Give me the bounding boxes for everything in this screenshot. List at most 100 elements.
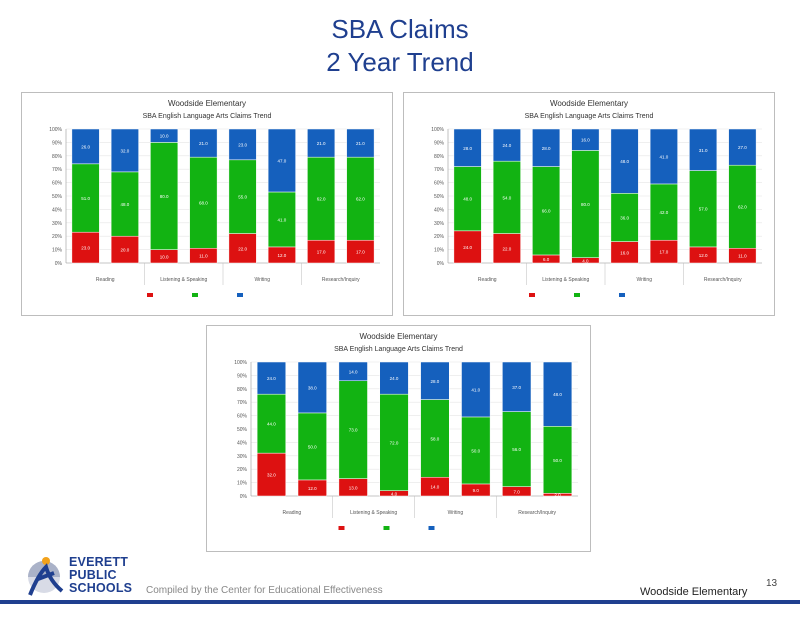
bar-value-label: 44.0 <box>267 422 276 427</box>
bar-value-label: 17.0 <box>317 250 326 255</box>
x-group-label: Reading <box>283 510 302 516</box>
ela-claims-chart-1: Woodside Elementary SBA English Language … <box>21 92 393 316</box>
bar-segment <box>461 361 491 418</box>
x-group-label: Writing <box>255 277 271 283</box>
bar-value-label: 80.0 <box>160 194 169 199</box>
bar-value-label: 57.0 <box>699 207 708 212</box>
bar-value-label: 23.0 <box>238 142 247 147</box>
chart-subtitle: SBA English Language Arts Claims Trend <box>143 113 272 120</box>
legend-swatch <box>529 293 535 297</box>
bar-segment <box>297 412 327 481</box>
page-number: 13 <box>766 578 778 589</box>
y-tick-label: 20% <box>434 234 445 240</box>
y-tick-label: 0% <box>240 494 248 500</box>
chart-svg-1: Woodside Elementary SBA English Language … <box>49 99 380 297</box>
y-tick-label: 100% <box>431 127 444 133</box>
bar-value-label: 21.0 <box>317 141 326 146</box>
bar-segment <box>307 128 336 158</box>
y-tick-label: 20% <box>237 467 248 473</box>
bar-value-label: 24.0 <box>463 245 472 250</box>
bar-value-label: 22.0 <box>502 246 511 251</box>
legend-swatch <box>147 293 153 297</box>
bar-value-label: 12.0 <box>308 486 317 491</box>
x-group-label: Listening & Speaking <box>542 277 589 283</box>
bar-value-label: 12.0 <box>277 253 286 258</box>
bar-segment <box>543 426 573 494</box>
bar-value-label: 54.0 <box>502 195 511 200</box>
bar-value-label: 10.0 <box>160 254 169 259</box>
y-tick-label: 90% <box>237 373 248 379</box>
logo-line-1: EVERETT <box>69 555 129 569</box>
bar-segment <box>71 231 100 264</box>
x-group-label: Listening & Speaking <box>350 510 397 516</box>
legend-swatch <box>574 293 580 297</box>
chart-subtitle: SBA English Language Arts Claims Trend <box>334 346 463 353</box>
bar-value-label: 20.0 <box>120 248 129 253</box>
y-tick-label: 70% <box>52 167 63 173</box>
bar-value-label: 7.0 <box>514 489 521 494</box>
bar-segment <box>110 235 139 264</box>
y-tick-label: 60% <box>237 414 248 420</box>
bar-value-label: 28.0 <box>431 379 440 384</box>
bar-segment <box>610 128 639 194</box>
y-tick-label: 60% <box>434 181 445 187</box>
y-tick-label: 50% <box>434 194 445 200</box>
bar-segment <box>728 128 757 166</box>
y-tick-label: 100% <box>49 127 62 133</box>
bar-segment <box>228 128 257 161</box>
x-group-label: Reading <box>96 277 115 283</box>
bar-segment <box>189 128 218 158</box>
bar-value-label: 37.0 <box>512 385 521 390</box>
bar-value-label: 62.0 <box>738 205 747 210</box>
y-tick-label: 90% <box>434 140 445 146</box>
y-tick-label: 40% <box>434 207 445 213</box>
bar-value-label: 10.0 <box>160 134 169 139</box>
bar-value-label: 11.0 <box>738 254 747 259</box>
x-group-label: Research/Inquiry <box>322 277 360 283</box>
bar-segment <box>307 156 336 241</box>
bar-segment <box>543 361 573 427</box>
y-tick-label: 50% <box>52 194 63 200</box>
bar-segment <box>338 361 368 382</box>
bar-value-label: 55.0 <box>238 195 247 200</box>
bar-value-label: 22.0 <box>238 246 247 251</box>
chart-title: Woodside Elementary <box>168 99 246 108</box>
bar-value-label: 68.0 <box>199 201 208 206</box>
bar-value-label: 9.0 <box>473 488 480 493</box>
x-group-label: Research/Inquiry <box>518 510 556 516</box>
bar-segment <box>420 399 450 478</box>
bar-value-label: 27.0 <box>738 145 747 150</box>
bar-value-label: 4.0 <box>582 258 589 263</box>
y-tick-label: 70% <box>237 400 248 406</box>
y-tick-label: 100% <box>234 360 247 366</box>
bar-value-label: 50.0 <box>308 444 317 449</box>
bar-value-label: 51.0 <box>81 196 90 201</box>
legend-swatch <box>428 526 435 530</box>
x-group-label: Research/Inquiry <box>704 277 742 283</box>
bar-value-label: 21.0 <box>356 141 365 146</box>
bar-segment <box>571 128 600 151</box>
bar-segment <box>71 128 100 165</box>
y-tick-label: 30% <box>52 221 63 227</box>
bar-value-label: 56.0 <box>512 447 521 452</box>
bar-segment <box>689 128 718 171</box>
bar-segment <box>110 171 139 237</box>
bar-segment <box>728 164 757 249</box>
bar-value-label: 48.0 <box>620 159 629 164</box>
bar-value-label: 73.0 <box>349 428 358 433</box>
y-tick-label: 50% <box>237 427 248 433</box>
bar-segment <box>346 156 375 241</box>
bar-value-label: 17.0 <box>356 250 365 255</box>
bar-value-label: 48.0 <box>553 392 562 397</box>
bar-segment <box>502 361 532 412</box>
bar-value-label: 21.0 <box>199 141 208 146</box>
bar-segment <box>256 361 286 395</box>
logo-text: EVERETT PUBLIC SCHOOLS <box>69 556 132 595</box>
chart-subtitle: SBA English Language Arts Claims Trend <box>525 113 654 120</box>
y-tick-label: 10% <box>237 481 248 487</box>
legend-swatch <box>237 293 243 297</box>
bar-segment <box>267 128 296 193</box>
bar-segment <box>379 361 409 395</box>
bar-value-label: 26.0 <box>81 144 90 149</box>
bar-value-label: 50.0 <box>553 458 562 463</box>
